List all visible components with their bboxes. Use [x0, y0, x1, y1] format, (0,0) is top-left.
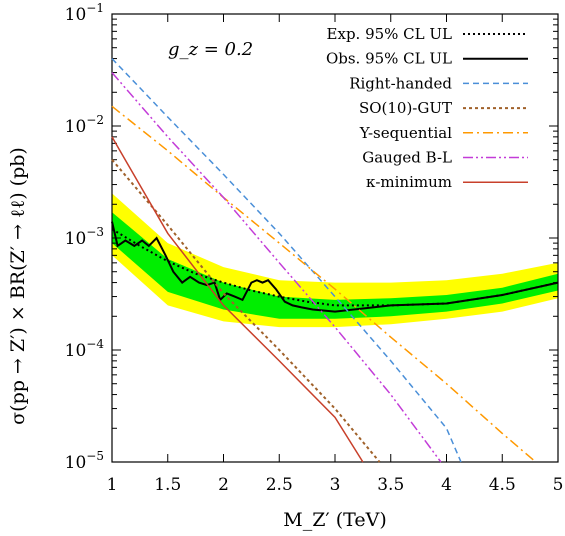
x-tick-label: 2.5: [266, 475, 293, 495]
x-tick-label: 3: [330, 475, 341, 495]
legend: Exp. 95% CL UL Obs. 95% CL UL Right-handed…: [326, 25, 528, 191]
tick-labels: 1 1.5 2 2.5 3 3.5 4 4.5 5 10−5 10−4 10−3 10−2 10−1: [65, 1, 564, 495]
series-line: [111, 136, 364, 463]
legend-label: Right-handed: [349, 74, 452, 92]
y-axis-title: σ(pp → Z′) × BR(Z′ → ℓℓ) (pb): [7, 147, 29, 425]
legend-label: Y-sequential: [359, 124, 452, 142]
y-tick-label: 10−2: [65, 113, 104, 137]
legend-label: SO(10)-GUT: [359, 99, 452, 117]
series-line: [111, 228, 559, 307]
x-tick-label: 5: [553, 475, 564, 495]
x-tick-label: 2: [218, 475, 229, 495]
annotation-gz: g_z = 0.2: [168, 39, 253, 60]
series-line: [111, 58, 462, 463]
x-tick-label: 1: [107, 475, 118, 495]
x-tick-label: 4: [441, 475, 452, 495]
legend-label: Obs. 95% CL UL: [326, 50, 452, 68]
series-line: [111, 72, 442, 463]
uncertainty-bands: [112, 193, 558, 328]
x-tick-label: 1.5: [154, 475, 181, 495]
x-tick-label: 3.5: [377, 475, 404, 495]
y-tick-label: 10−5: [65, 449, 104, 473]
legend-label: κ-minimum: [366, 173, 452, 191]
y-tick-label: 10−3: [65, 225, 104, 249]
axes-frame: [111, 13, 559, 463]
legend-label: Exp. 95% CL UL: [327, 25, 453, 43]
legend-label: Gauged B-L: [362, 149, 452, 167]
series-line: [111, 105, 537, 463]
x-axis-title: M_Z′ (TeV): [283, 509, 387, 531]
y-tick-label: 10−4: [65, 337, 105, 361]
x-tick-label: 4.5: [489, 475, 516, 495]
series-line: [111, 221, 559, 313]
series-lines: [111, 58, 559, 463]
y-tick-label: 10−1: [65, 1, 104, 25]
band-1sigma: [112, 212, 558, 319]
